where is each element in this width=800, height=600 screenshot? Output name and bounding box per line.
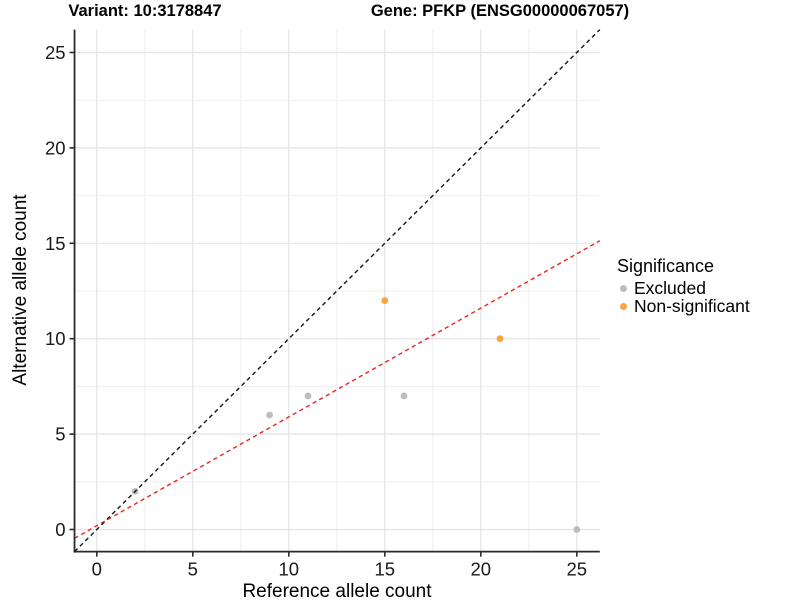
y-axis-title: Alternative allele count [10,194,31,386]
x-tick-label: 20 [471,559,492,580]
y-tick-label: 15 [45,233,66,254]
expected-ratio-line [74,240,601,539]
data-point-excluded [266,411,273,419]
legend: Significance Excluded Non-significant [616,256,750,315]
x-tick-label: 10 [279,559,300,580]
y-tick-label: 20 [45,137,66,158]
y-tick-label: 0 [55,519,65,540]
y-tick-label: 25 [45,42,66,63]
identity-line [74,29,601,553]
x-tick-label: 0 [92,559,102,580]
data-point-non-significant [381,297,389,304]
data-point-excluded [400,392,408,400]
plot-title-gene: Gene: PFKP (ENSG00000067057) [370,2,630,20]
y-tick-label: 10 [45,328,66,349]
data-point-excluded [304,392,312,400]
legend-title: Significance [617,256,715,276]
excluded-point-icon [620,285,627,293]
x-tick-label: 5 [188,559,198,580]
legend-label-non-significant: Non-significant [634,295,750,316]
non-significant-point-icon [620,302,627,310]
plot-title-variant: Variant: 10:3178847 [68,2,222,20]
x-tick-label: 15 [375,559,396,580]
data-point-excluded [573,526,581,533]
legend-item-excluded: Excluded [616,278,750,298]
y-tick-label: 5 [55,424,65,445]
x-axis-title: Reference allele count [242,581,432,600]
legend-item-non-significant: Non-significant [616,295,750,316]
x-tick-label: 25 [567,559,588,580]
legend-label-excluded: Excluded [634,278,706,298]
data-point-non-significant [496,335,504,343]
